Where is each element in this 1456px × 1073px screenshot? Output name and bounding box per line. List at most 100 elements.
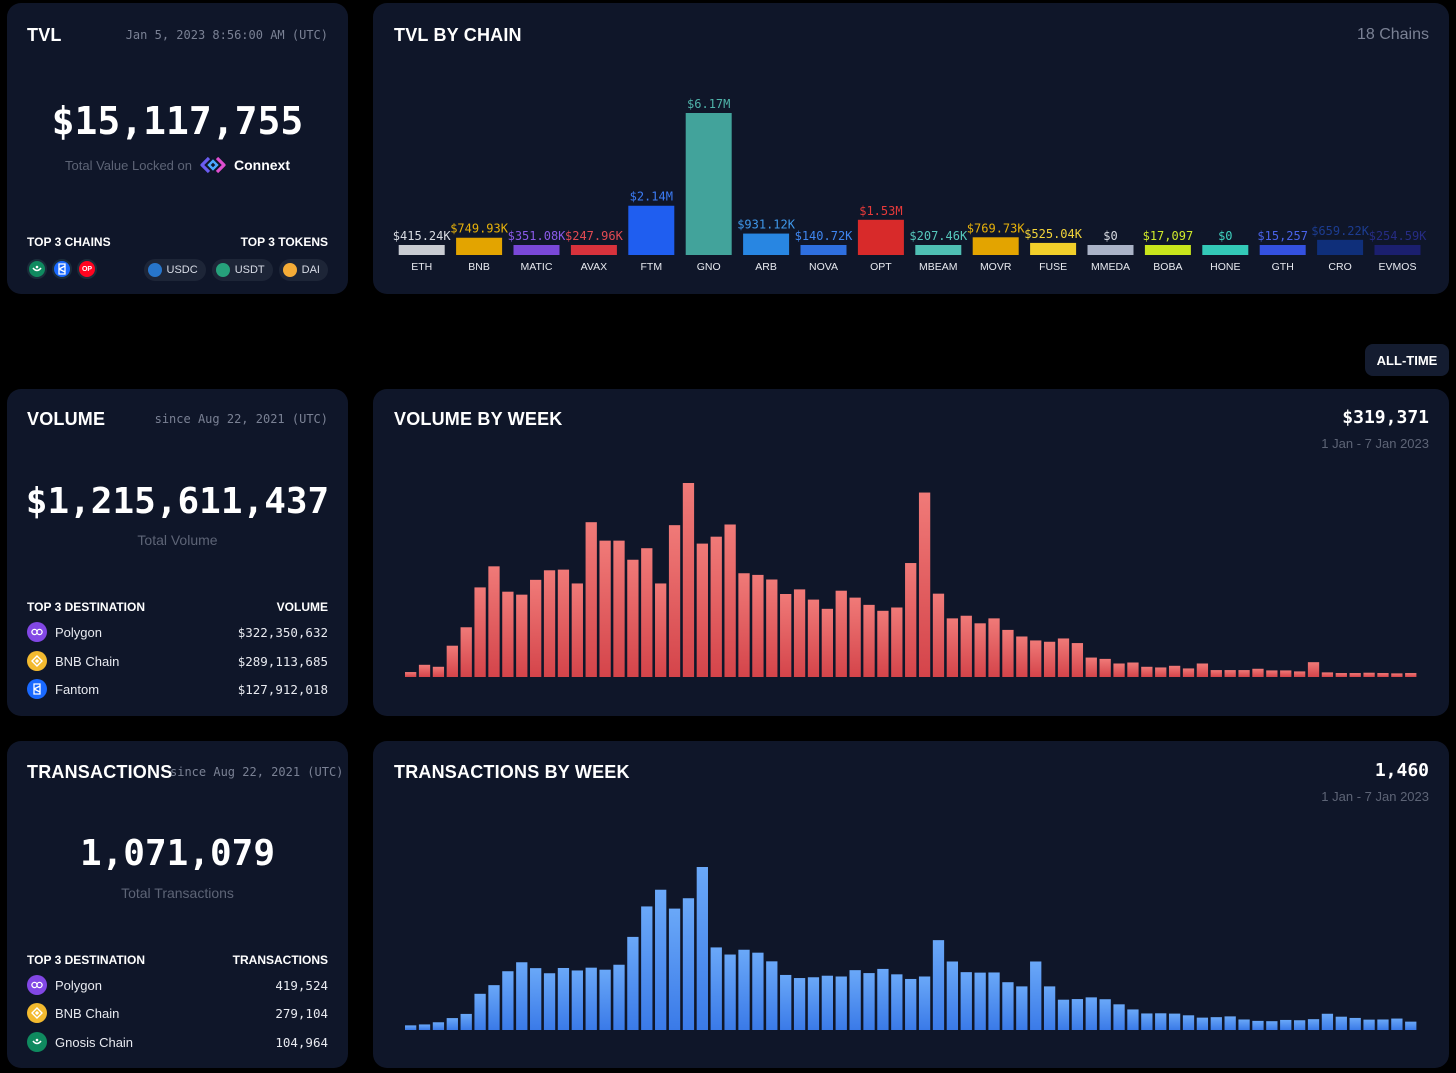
vol-chart-bar[interactable]	[1099, 658, 1111, 677]
tx-chart-bar[interactable]	[793, 978, 806, 1030]
vol-chart-bar[interactable]	[1293, 671, 1306, 677]
vol-chart-bar[interactable]	[1168, 665, 1181, 677]
vol-chart-bar[interactable]	[1266, 670, 1278, 677]
vol-chart-bar[interactable]	[1377, 673, 1389, 677]
vol-chart-bar[interactable]	[557, 569, 570, 677]
tx-chart-bar[interactable]	[1182, 1015, 1195, 1030]
vol-chart-bar[interactable]	[1307, 662, 1320, 677]
tx-chart-bar[interactable]	[1057, 999, 1070, 1030]
tx-chart-bar[interactable]	[1210, 1017, 1222, 1030]
tx-chart-bar[interactable]	[474, 993, 486, 1030]
tvl-bar[interactable]	[1144, 245, 1191, 255]
tx-chart-bar[interactable]	[405, 1025, 417, 1030]
tx-chart-bar[interactable]	[932, 940, 945, 1030]
tx-chart-bar[interactable]	[1141, 1013, 1153, 1030]
tx-chart-bar[interactable]	[1280, 1019, 1292, 1030]
vol-chart-bar[interactable]	[571, 583, 583, 677]
tvl-bar[interactable]	[685, 113, 732, 255]
tx-chart-bar[interactable]	[877, 968, 889, 1030]
tvl-bar[interactable]	[1317, 239, 1364, 255]
vol-chart-bar[interactable]	[974, 623, 986, 677]
tx-chart-bar[interactable]	[641, 906, 653, 1030]
vol-chart-bar[interactable]	[1196, 663, 1209, 677]
vol-chart-bar[interactable]	[807, 599, 820, 677]
vol-chart-bar[interactable]	[1113, 663, 1125, 677]
tvl-bar[interactable]	[915, 245, 962, 255]
tx-chart-bar[interactable]	[821, 975, 834, 1030]
vol-chart-bar[interactable]	[641, 548, 653, 677]
tvl-bar[interactable]	[456, 237, 503, 255]
tx-chart-bar[interactable]	[1043, 986, 1056, 1030]
tx-chart-bar[interactable]	[988, 972, 1000, 1030]
tx-chart-bar[interactable]	[724, 954, 736, 1030]
tx-chart-bar[interactable]	[1335, 1016, 1347, 1030]
vol-chart-bar[interactable]	[932, 593, 945, 677]
vol-chart-bar[interactable]	[460, 627, 472, 677]
vol-chart-bar[interactable]	[738, 573, 750, 677]
tvl-bar[interactable]	[1030, 242, 1077, 255]
tx-chart-bar[interactable]	[1307, 1019, 1320, 1030]
vol-chart-bar[interactable]	[1071, 643, 1084, 677]
tx-chart-bar[interactable]	[1405, 1021, 1417, 1030]
vol-chart-bar[interactable]	[1335, 673, 1347, 677]
vol-chart-bar[interactable]	[766, 579, 778, 677]
tvl-bar[interactable]	[1087, 245, 1134, 255]
tx-chart-bar[interactable]	[1168, 1013, 1181, 1030]
tvl-bar[interactable]	[570, 245, 617, 255]
vol-chart-bar[interactable]	[918, 492, 931, 677]
vol-chart-bar[interactable]	[752, 574, 764, 677]
vol-chart-bar[interactable]	[1127, 662, 1139, 677]
tvl-bar[interactable]	[743, 233, 790, 255]
vol-chart-bar[interactable]	[502, 591, 514, 677]
vol-chart-bar[interactable]	[710, 536, 722, 677]
vol-chart-bar[interactable]	[1321, 672, 1334, 677]
tx-chart-bar[interactable]	[891, 974, 903, 1030]
tvl-bar[interactable]	[1202, 245, 1249, 255]
tx-chart-bar[interactable]	[682, 898, 695, 1030]
vol-chart-bar[interactable]	[849, 597, 861, 677]
vol-chart-bar[interactable]	[1043, 641, 1056, 677]
vol-chart-bar[interactable]	[1363, 672, 1375, 677]
tvl-bar[interactable]	[972, 237, 1019, 255]
tx-chart-bar[interactable]	[1321, 1013, 1334, 1030]
tx-chart-bar[interactable]	[488, 985, 500, 1030]
vol-chart-bar[interactable]	[793, 589, 806, 677]
tx-chart-bar[interactable]	[766, 961, 778, 1030]
vol-chart-bar[interactable]	[668, 525, 681, 677]
vol-chart-bar[interactable]	[1224, 670, 1236, 677]
tx-chart-bar[interactable]	[502, 971, 514, 1030]
tx-chart-bar[interactable]	[446, 1018, 458, 1030]
tvl-bar[interactable]	[800, 245, 847, 255]
tx-chart-bar[interactable]	[585, 967, 597, 1030]
tx-chart-bar[interactable]	[1071, 999, 1084, 1030]
tx-chart-bar[interactable]	[460, 1013, 472, 1030]
tx-chart-bar[interactable]	[1252, 1020, 1264, 1030]
vol-chart-bar[interactable]	[655, 583, 667, 677]
tx-chart-bar[interactable]	[627, 936, 639, 1030]
all-time-button[interactable]: ALL-TIME	[1365, 344, 1449, 376]
vol-chart-bar[interactable]	[891, 607, 903, 677]
vol-chart-bar[interactable]	[1016, 636, 1028, 677]
vol-chart-bar[interactable]	[488, 566, 500, 677]
tx-chart-bar[interactable]	[738, 949, 750, 1030]
tvl-bar[interactable]	[1374, 245, 1421, 255]
tx-chart-bar[interactable]	[863, 973, 875, 1030]
tx-chart-bar[interactable]	[849, 970, 861, 1030]
vol-chart-bar[interactable]	[724, 524, 736, 677]
vol-chart-bar[interactable]	[418, 664, 431, 677]
vol-chart-bar[interactable]	[988, 618, 1000, 677]
vol-chart-bar[interactable]	[1252, 668, 1264, 677]
vol-chart-bar[interactable]	[432, 666, 445, 677]
tx-chart-bar[interactable]	[613, 964, 625, 1030]
vol-chart-bar[interactable]	[599, 540, 611, 677]
tx-chart-bar[interactable]	[710, 947, 722, 1030]
vol-chart-bar[interactable]	[627, 559, 639, 677]
vol-chart-bar[interactable]	[682, 483, 695, 677]
vol-chart-bar[interactable]	[530, 579, 542, 677]
vol-chart-bar[interactable]	[1405, 673, 1417, 677]
tx-chart-bar[interactable]	[1113, 1004, 1125, 1030]
tx-chart-bar[interactable]	[1030, 961, 1042, 1030]
tx-chart-bar[interactable]	[780, 974, 792, 1030]
tx-chart-bar[interactable]	[960, 972, 972, 1030]
tvl-bar[interactable]	[628, 205, 675, 255]
